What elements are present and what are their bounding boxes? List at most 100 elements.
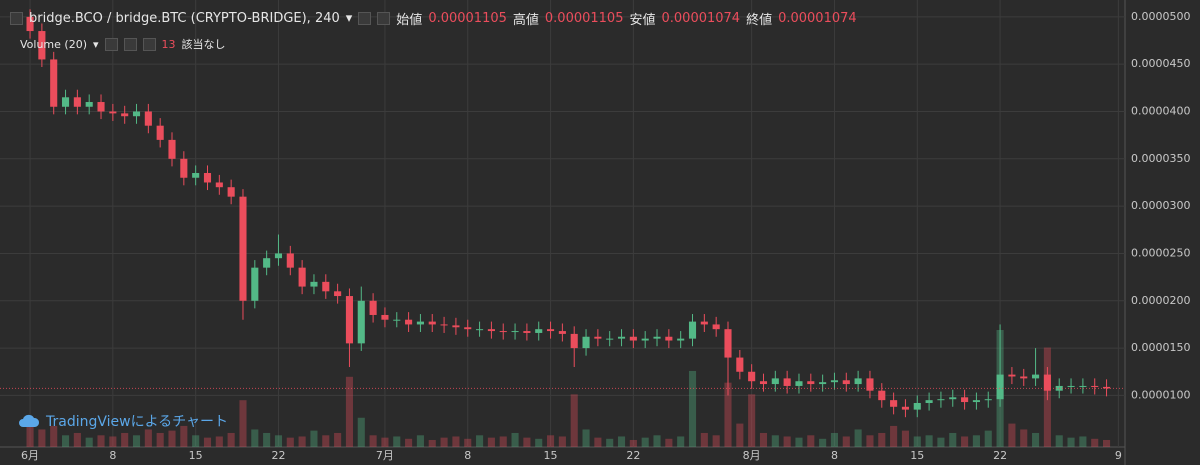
ohlc-label: 始値 [396, 13, 423, 28]
x-tick-label: 7月 [376, 449, 394, 462]
volume-bar [428, 439, 436, 447]
dropdown[interactable]: ▾ [93, 37, 99, 51]
volume-bar [357, 417, 365, 447]
volume-bar [641, 437, 649, 447]
candle-body [452, 325, 460, 328]
symbol-title[interactable]: bridge.BCO / bridge.BTC (CRYPTO-BRIDGE),… [29, 11, 340, 26]
volume-bar [50, 425, 58, 447]
x-tick-label: 9 [1115, 449, 1122, 462]
volume-name[interactable]: Volume (20) [20, 37, 87, 51]
volume-bar [97, 435, 105, 447]
volume-bar [665, 438, 673, 447]
candle-body [582, 336, 590, 349]
volume-bar [345, 376, 353, 447]
volume-bar [972, 435, 980, 447]
dropdown[interactable]: ▾ [345, 11, 353, 26]
candle-body [1067, 385, 1075, 387]
volume-bar [393, 436, 401, 447]
candle-body [251, 267, 259, 301]
candle-body [830, 380, 839, 383]
watermark[interactable]: TradingViewによるチャート [18, 411, 228, 431]
volume-bar [617, 436, 626, 447]
volume-bar [440, 437, 448, 447]
y-tick-label: 0.0000250 [1131, 246, 1191, 259]
volume-bar [61, 435, 70, 447]
volume-bar [334, 432, 342, 447]
candle-body [759, 381, 768, 385]
candle-body [1091, 385, 1099, 387]
candle-body [132, 111, 141, 117]
volume-bar [452, 436, 460, 447]
icon[interactable] [358, 12, 372, 25]
candle-body [901, 406, 909, 410]
candle-body [428, 321, 436, 325]
x-tick-label: 8 [831, 449, 838, 462]
volume-bar [712, 435, 720, 447]
candle-body [203, 173, 212, 183]
candle-body [215, 182, 223, 188]
candle-body [26, 16, 34, 32]
candle-body [866, 378, 874, 391]
candle-body [771, 378, 779, 385]
volume-bar [511, 432, 519, 447]
ohlc-label: 高値 [512, 13, 539, 28]
candle-body [121, 113, 129, 117]
candle-body [440, 324, 448, 326]
candle-body [487, 329, 495, 332]
volume-bar [144, 429, 152, 447]
volume-bar [913, 436, 921, 447]
candle-body [629, 336, 637, 341]
volume-bar [180, 425, 188, 447]
volume-bar [239, 400, 247, 447]
volume-bar [251, 429, 259, 447]
candle-body [109, 111, 117, 114]
volume-bar [606, 438, 614, 447]
volume-bar [38, 429, 46, 447]
y-tick-label: 0.0000200 [1131, 294, 1191, 307]
candle-body [1020, 376, 1028, 379]
candle-body [298, 267, 306, 287]
volume-bar [121, 432, 129, 447]
icon[interactable] [142, 37, 156, 51]
candle-body [38, 31, 46, 60]
volume-bar [192, 435, 200, 447]
candle-body [464, 327, 472, 330]
volume-bar [132, 435, 141, 447]
x-tick-label: 22 [993, 449, 1007, 462]
candle-body [653, 336, 661, 339]
icon[interactable] [377, 12, 391, 25]
candle-body [961, 397, 969, 403]
volume-bar [1055, 435, 1063, 447]
volume-bar [416, 435, 424, 447]
candle-body [558, 331, 566, 334]
x-tick-label: 8 [109, 449, 116, 462]
volume-bar [724, 382, 732, 447]
candle-body [641, 338, 649, 341]
candle-body [263, 258, 271, 268]
volume-bar [866, 435, 874, 447]
y-tick-label: 0.0000300 [1131, 199, 1191, 212]
x-tick-label: 6月 [21, 449, 39, 462]
volume-bar [925, 435, 933, 447]
symbol-icon[interactable] [10, 12, 23, 25]
icon[interactable] [123, 37, 137, 51]
candle-body [712, 324, 720, 330]
candle-body [239, 196, 247, 301]
candle-body [795, 381, 803, 386]
volume-bar [570, 394, 578, 447]
volume-bar [1067, 437, 1075, 447]
candle-body [807, 381, 815, 385]
volume-bar [937, 437, 945, 447]
volume-bar [73, 432, 81, 447]
candle-body [925, 400, 933, 403]
ohlc-value: 0.00001105 [428, 11, 507, 26]
candle-body [97, 102, 105, 112]
candle-body [381, 314, 389, 320]
volume-bar [369, 435, 377, 447]
volume-bar [535, 438, 543, 447]
watermark-text: TradingViewによるチャート [46, 414, 229, 430]
icon[interactable] [104, 37, 118, 51]
volume-bar [830, 432, 839, 447]
volume-bar [854, 429, 862, 447]
